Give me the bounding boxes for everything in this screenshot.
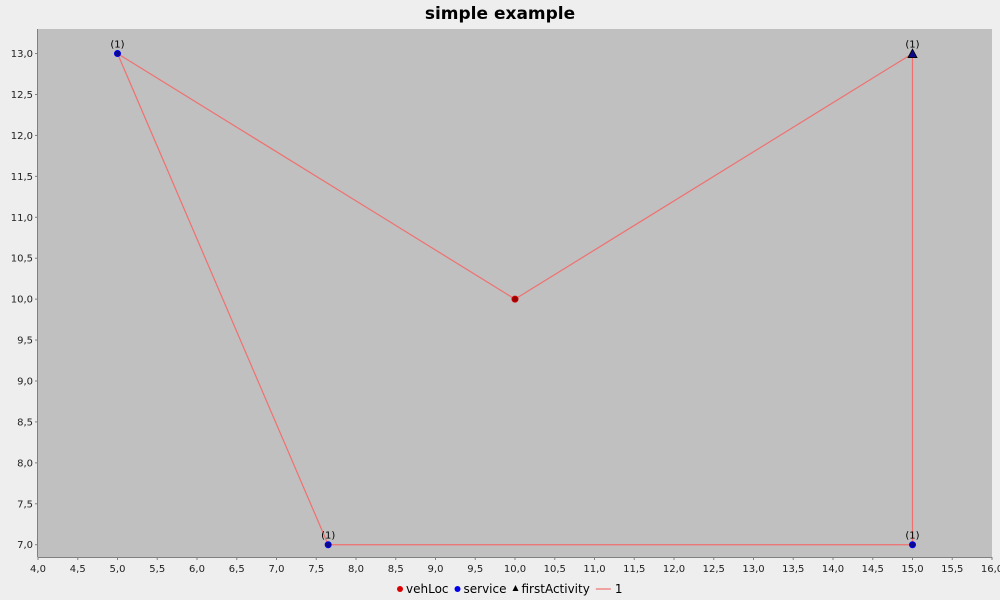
- point-label: (1): [110, 40, 124, 51]
- plot-area: [38, 29, 992, 557]
- x-tick-label: 4,5: [70, 564, 86, 575]
- legend-label: firstActivity: [522, 582, 590, 596]
- legend-swatch: [397, 586, 403, 592]
- legend-item-service: service: [454, 582, 507, 596]
- x-tick-label: 4,0: [30, 564, 46, 575]
- point-label: (1): [905, 531, 919, 542]
- x-tick-label: 10,0: [504, 564, 526, 575]
- legend-swatch: [512, 585, 519, 591]
- service-point: [909, 541, 916, 549]
- y-tick-label: 10,5: [11, 254, 33, 265]
- x-tick-label: 7,5: [308, 564, 324, 575]
- x-tick-label: 15,0: [901, 564, 923, 575]
- axes: 7,0 7,5 8,0 8,5 9,0 9,5 10,0 10,5 11,0 11,5 12,0 12…: [11, 29, 1000, 575]
- vehLoc-point: [511, 295, 519, 303]
- y-tick-label: 8,5: [17, 417, 33, 428]
- x-tick-label: 9,0: [428, 564, 444, 575]
- legend-label: vehLoc: [406, 582, 449, 596]
- y-tick-label: 8,0: [17, 458, 33, 469]
- legend-label: 1: [615, 582, 623, 596]
- x-tick-label: 12,0: [663, 564, 685, 575]
- y-tick-label: 12,0: [11, 131, 33, 142]
- x-tick-label: 8,0: [348, 564, 364, 575]
- x-tick-label: 11,5: [623, 564, 645, 575]
- service-point: [114, 50, 121, 58]
- legend-item-1: 1: [595, 582, 623, 596]
- point-label: (1): [905, 40, 919, 51]
- chart-title: simple example: [425, 4, 575, 24]
- y-tick-label: 7,0: [17, 540, 33, 551]
- x-tick-label: 15,5: [941, 564, 963, 575]
- legend-swatch: [454, 586, 461, 592]
- point-label: (1): [321, 531, 335, 542]
- x-tick-label: 5,5: [149, 564, 165, 575]
- legend: vehLoc service firstActivity 1: [397, 582, 622, 596]
- y-tick-label: 12,5: [11, 90, 33, 101]
- route-line: [116, 52, 914, 546]
- x-tick-label: 6,5: [229, 564, 245, 575]
- y-tick-label: 9,5: [17, 336, 33, 347]
- y-tick-label: 10,0: [11, 295, 33, 306]
- x-tick-label: 14,5: [862, 564, 884, 575]
- service-point: [324, 541, 332, 549]
- x-tick-label: 10,5: [544, 564, 566, 575]
- chart-marks: (1) (1) (1) (1): [110, 40, 920, 549]
- legend-item-vehLoc: vehLoc: [397, 582, 449, 596]
- x-tick-label: 12,5: [703, 564, 725, 575]
- legend-item-firstActivity: firstActivity: [512, 582, 590, 596]
- x-tick-label: 11,0: [583, 564, 605, 575]
- y-tick-label: 13,0: [11, 49, 33, 60]
- y-tick-label: 11,0: [11, 213, 33, 224]
- x-tick-label: 5,0: [110, 564, 126, 575]
- x-tick-label: 14,0: [822, 564, 844, 575]
- x-tick-label: 8,5: [388, 564, 404, 575]
- y-tick-label: 9,0: [17, 377, 33, 388]
- x-tick-label: 13,0: [742, 564, 764, 575]
- x-tick-label: 16,0: [981, 564, 1000, 575]
- legend-label: service: [464, 582, 507, 596]
- x-tick-label: 9,5: [467, 564, 483, 575]
- y-tick-label: 11,5: [11, 172, 33, 183]
- x-tick-label: 7,0: [269, 564, 285, 575]
- firstActivity-point: [907, 48, 918, 58]
- x-tick-label: 6,0: [189, 564, 205, 575]
- y-tick-label: 7,5: [17, 499, 33, 510]
- x-tick-label: 13,5: [782, 564, 804, 575]
